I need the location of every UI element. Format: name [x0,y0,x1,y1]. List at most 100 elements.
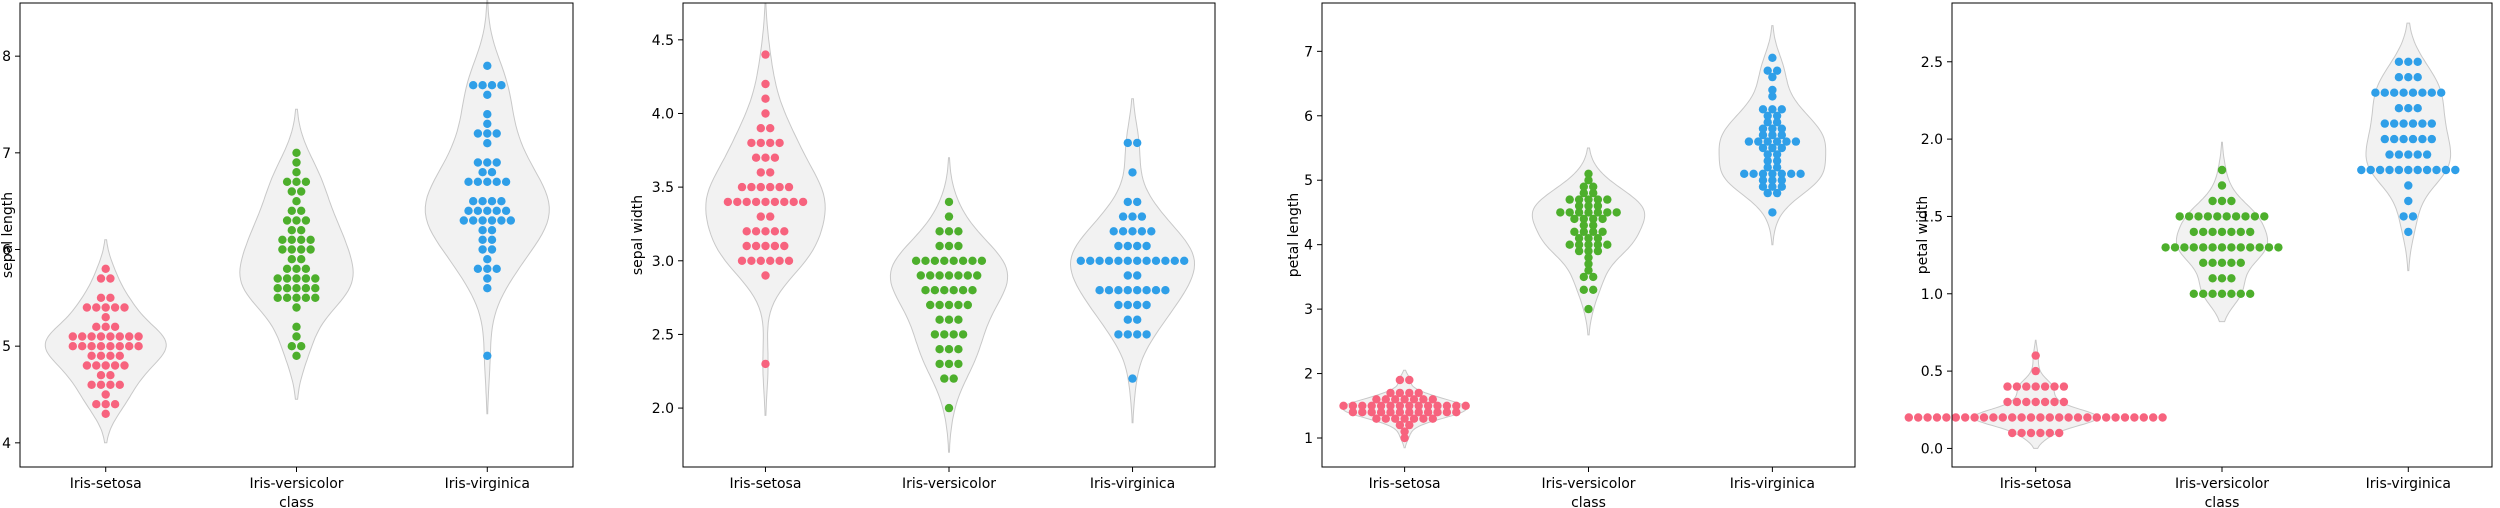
data-point [2055,428,2064,438]
data-point [747,182,756,192]
data-point [1584,176,1593,185]
data-point [2208,274,2217,283]
data-point [1400,414,1409,423]
data-point [1772,66,1782,75]
data-point [1133,330,1142,339]
data-point [1142,241,1151,251]
data-point [968,256,977,265]
y-tick-label: 1 [1304,431,1313,447]
data-point [1348,408,1358,417]
data-point [940,256,949,265]
data-point [1570,214,1579,224]
data-point [301,293,311,302]
data-point [115,332,125,341]
data-point [478,216,487,225]
data-point [483,274,492,283]
data-point [770,227,780,236]
data-point [742,241,751,251]
data-point [747,138,756,148]
data-point [1095,286,1104,295]
data-point [2260,212,2269,221]
data-point [2208,258,2217,267]
data-point [96,371,106,380]
data-point [1180,256,1189,265]
data-point [1584,208,1593,217]
data-point [1133,256,1142,265]
data-point [977,256,987,265]
data-point [1584,259,1593,269]
data-point [2375,165,2385,175]
data-point [487,168,497,177]
data-point [2008,428,2017,438]
data-point [92,361,101,370]
data-point [1161,256,1170,265]
data-point [2217,196,2227,206]
data-point [1904,413,1914,422]
data-point [292,264,301,273]
data-point [301,274,311,283]
data-point [2059,397,2069,407]
data-point [2394,104,2404,113]
data-point [87,332,96,341]
data-point [464,177,473,186]
data-point [935,271,944,280]
data-point [1123,241,1133,251]
data-point [1763,111,1772,121]
data-point [2161,243,2170,252]
data-point [82,303,92,312]
data-point [2045,413,2054,422]
data-point [2227,243,2236,252]
data-point [2008,413,2017,422]
data-point [1395,375,1405,385]
data-point [1142,256,1151,265]
data-point [1123,286,1133,295]
data-point [2031,382,2040,391]
data-point [1151,256,1161,265]
data-point [2217,289,2227,298]
data-point [1603,208,1612,217]
data-point [2274,243,2283,252]
data-point [311,274,320,283]
data-point [1339,401,1348,410]
data-point [483,206,492,215]
data-point [2404,150,2413,159]
data-point [2073,413,2083,422]
data-point [273,284,282,293]
data-point [2441,165,2451,175]
data-point [1118,212,1128,221]
data-point [1386,388,1395,398]
data-point [733,197,742,207]
data-point [1086,256,1095,265]
data-point [756,138,765,148]
data-point [954,300,963,310]
data-point [1777,176,1787,185]
data-point [1579,221,1589,230]
data-point [1395,401,1405,410]
data-point [1979,413,1989,422]
data-point [2217,258,2227,267]
data-point [2175,212,2184,221]
data-point [483,110,492,119]
data-point [756,212,765,221]
data-point [487,216,497,225]
data-point [501,177,511,186]
violin-iris-virginica [2365,22,2452,272]
data-point [1123,315,1133,324]
data-point [1161,286,1170,295]
data-point [1768,182,1777,191]
data-point [1782,137,1791,146]
data-point [2003,397,2012,407]
data-point [1409,395,1419,404]
data-point [1598,227,1607,236]
data-point [1574,208,1584,217]
data-point [2227,289,2236,298]
data-point [1376,408,1386,417]
data-point [2227,227,2236,237]
data-point [2170,243,2180,252]
data-point [306,245,315,254]
data-point [2189,289,2198,298]
data-point [954,227,963,236]
data-point [1142,300,1151,310]
data-point [2390,119,2399,128]
data-point [1133,315,1142,324]
